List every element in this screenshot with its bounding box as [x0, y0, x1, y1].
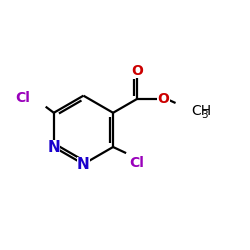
Text: O: O — [132, 64, 143, 78]
Text: 3: 3 — [201, 110, 208, 120]
Text: Cl: Cl — [15, 91, 30, 105]
Text: CH: CH — [191, 104, 211, 118]
Text: Cl: Cl — [129, 156, 144, 170]
Text: N: N — [77, 156, 90, 172]
Text: O: O — [158, 92, 170, 106]
Text: N: N — [48, 140, 60, 154]
